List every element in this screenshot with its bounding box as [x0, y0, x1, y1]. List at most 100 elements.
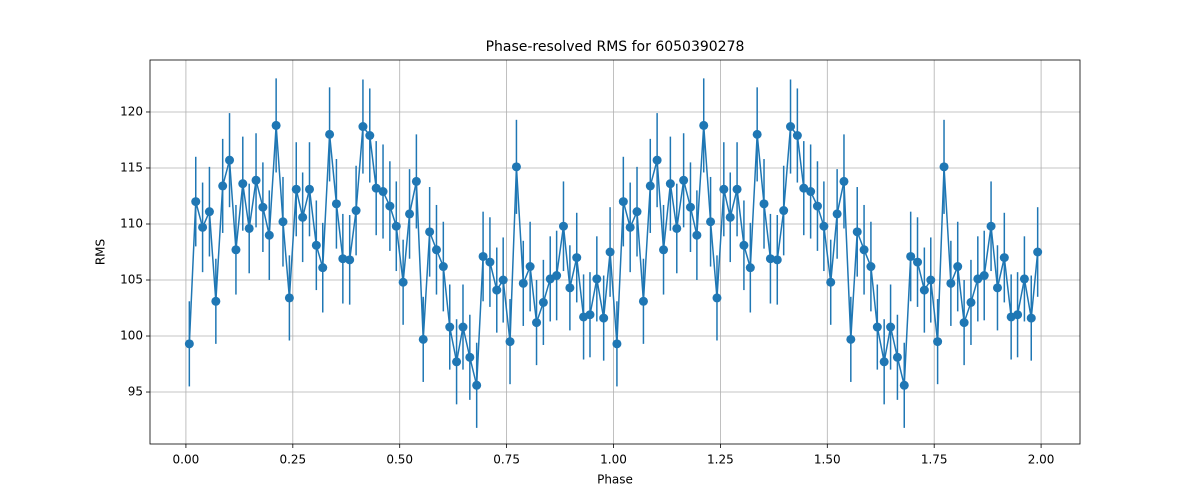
data-point — [765, 254, 775, 264]
data-point — [304, 184, 314, 194]
data-point — [291, 184, 301, 194]
data-point — [712, 293, 722, 303]
data-point — [345, 255, 355, 265]
data-point — [338, 254, 348, 264]
data-point — [498, 275, 508, 285]
data-point — [692, 230, 702, 240]
data-point — [899, 380, 909, 390]
x-tick-label: 0.00 — [173, 453, 200, 467]
data-point — [879, 357, 889, 367]
data-point — [719, 184, 729, 194]
data-point — [298, 212, 308, 222]
data-point — [906, 251, 916, 261]
x-tick-label: 0.50 — [386, 453, 413, 467]
data-point — [819, 221, 829, 231]
data-point — [465, 352, 475, 362]
data-point — [605, 247, 615, 257]
data-point — [946, 278, 956, 288]
data-point — [478, 251, 488, 261]
data-point — [839, 176, 849, 186]
data-point — [645, 181, 655, 191]
data-point — [806, 187, 816, 197]
data-point — [552, 271, 562, 281]
data-point — [886, 322, 896, 332]
y-tick-label: 115 — [120, 160, 143, 174]
data-point — [405, 209, 415, 219]
data-point — [699, 120, 709, 130]
y-tick-label: 100 — [120, 329, 143, 343]
data-point — [859, 245, 869, 255]
y-axis-label: RMS — [94, 239, 108, 265]
chart-title: Phase-resolved RMS for 6050390278 — [486, 39, 745, 55]
data-point — [959, 318, 969, 328]
x-tick-label: 1.50 — [814, 453, 841, 467]
data-point — [739, 240, 749, 250]
data-point — [284, 293, 294, 303]
data-point — [351, 206, 361, 216]
data-point — [511, 162, 521, 172]
data-point — [198, 222, 208, 232]
data-point — [418, 334, 428, 344]
data-point — [445, 322, 455, 332]
data-point — [365, 131, 375, 141]
data-point — [799, 183, 809, 193]
data-point — [371, 183, 381, 193]
data-point — [772, 255, 782, 265]
data-point — [665, 179, 675, 189]
x-tick-label: 1.25 — [707, 453, 734, 467]
data-point — [472, 380, 482, 390]
data-point — [211, 296, 221, 306]
x-tick-label: 1.75 — [921, 453, 948, 467]
data-point — [779, 206, 789, 216]
data-point — [953, 262, 963, 272]
data-point — [1019, 274, 1029, 284]
data-point — [599, 313, 609, 323]
data-point — [685, 202, 695, 212]
data-point — [618, 197, 628, 207]
data-point — [786, 122, 796, 132]
data-point — [191, 197, 201, 207]
data-point — [425, 227, 435, 237]
data-point — [612, 339, 622, 349]
data-point — [452, 357, 462, 367]
data-point — [378, 187, 388, 197]
y-tick-label: 110 — [120, 216, 143, 230]
y-tick-label: 95 — [128, 385, 143, 399]
data-point — [244, 223, 254, 233]
data-point — [652, 155, 662, 165]
x-tick-label: 1.00 — [600, 453, 627, 467]
data-point — [759, 199, 769, 209]
data-point — [225, 155, 235, 165]
data-point — [1026, 313, 1036, 323]
data-point — [385, 201, 395, 211]
data-point — [933, 337, 943, 347]
data-point — [812, 201, 822, 211]
data-point — [679, 175, 689, 185]
data-point — [672, 223, 682, 233]
data-point — [986, 221, 996, 231]
data-point — [331, 199, 341, 209]
data-point — [892, 352, 902, 362]
data-point — [585, 310, 595, 320]
data-point — [438, 262, 448, 272]
data-point — [251, 175, 261, 185]
data-point — [592, 274, 602, 284]
data-point — [966, 297, 976, 307]
data-point — [979, 271, 989, 281]
data-point — [411, 176, 421, 186]
data-point — [311, 240, 321, 250]
data-point — [919, 285, 929, 295]
data-point — [939, 162, 949, 172]
data-point — [792, 131, 802, 141]
data-point — [264, 230, 274, 240]
data-point — [1013, 310, 1023, 320]
data-point — [391, 221, 401, 231]
data-point — [532, 318, 542, 328]
data-point — [238, 179, 248, 189]
data-line — [188, 124, 1039, 386]
data-point — [913, 257, 923, 267]
data-point — [999, 253, 1009, 263]
data-point — [565, 283, 575, 293]
data-point — [826, 277, 836, 287]
data-point — [558, 221, 568, 231]
